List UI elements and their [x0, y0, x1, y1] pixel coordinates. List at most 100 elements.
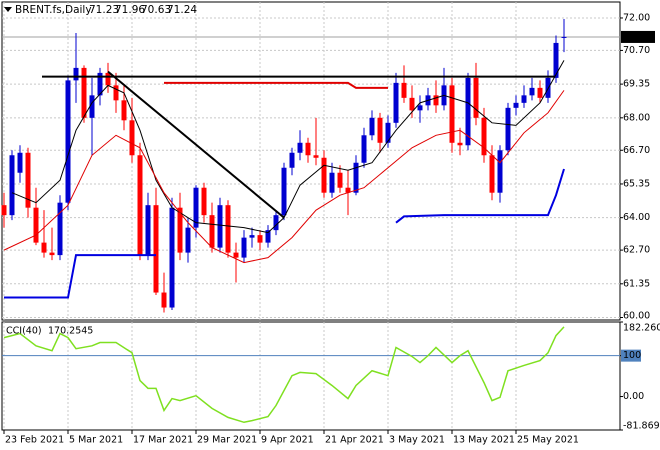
y-tick-label: 72.00	[623, 12, 650, 23]
line	[3, 326, 565, 424]
candle-body	[433, 95, 439, 106]
candle-body	[113, 85, 119, 101]
candle-body	[321, 157, 327, 193]
y-tick-label: 100	[623, 350, 641, 361]
high-value: 71.96	[115, 4, 145, 16]
y-tick-label: 182.2605	[623, 323, 660, 334]
candle-body	[313, 155, 319, 158]
y-tick-label: 68.00	[623, 112, 650, 123]
candle-body	[329, 172, 335, 193]
price-label-box	[621, 30, 655, 43]
candle-body	[481, 117, 487, 156]
candle-body	[529, 87, 535, 96]
candle-body	[393, 82, 399, 123]
candle-body	[537, 87, 543, 98]
candle-body	[281, 167, 287, 216]
candle-body	[369, 117, 375, 136]
candle-body	[521, 95, 527, 103]
price-label: 71.24	[623, 31, 650, 42]
candle-body	[401, 82, 407, 98]
candle-body	[265, 230, 271, 243]
candle-body	[473, 77, 479, 118]
candle-body	[57, 202, 63, 256]
candle-body	[505, 107, 511, 151]
candle-body	[153, 205, 159, 293]
x-tick-label: 25 May 2021	[517, 435, 579, 446]
candle-body	[89, 95, 95, 118]
candle-body	[385, 122, 391, 143]
x-tick-label: 29 Mar 2021	[197, 435, 257, 446]
candle-body	[73, 67, 79, 81]
candle-body	[209, 215, 215, 248]
x-tick-label: 9 Apr 2021	[261, 435, 314, 446]
candle-body	[297, 142, 303, 153]
candle-body	[225, 205, 231, 253]
candle-body	[17, 152, 23, 173]
candle-body	[81, 67, 87, 118]
candle-body	[105, 72, 111, 86]
x-tick-label: 17 Mar 2021	[133, 435, 193, 446]
candle-body	[513, 102, 519, 108]
candle-body	[457, 142, 463, 146]
candle-body	[217, 205, 223, 248]
candle-body	[377, 117, 383, 143]
candle-body	[553, 42, 559, 78]
candle-body	[33, 207, 39, 243]
candle-body	[97, 72, 103, 96]
y-tick-label: 65.35	[623, 178, 650, 189]
line	[107, 70, 285, 219]
candle-body	[345, 187, 351, 193]
candle-body	[417, 105, 423, 111]
candle-body	[65, 80, 71, 203]
candle-body	[145, 205, 151, 256]
candle-body	[1, 205, 7, 216]
candle-body	[193, 187, 199, 228]
candle-body	[161, 292, 167, 308]
close-value: 71.24	[167, 4, 197, 16]
level-label-box	[621, 349, 641, 362]
candle-body	[9, 155, 15, 216]
menu-arrow[interactable]	[4, 7, 12, 12]
x-tick-label: 5 Mar 2021	[69, 435, 123, 446]
y-tick-label: 61.35	[623, 278, 650, 289]
candle-body	[449, 85, 455, 143]
y-tick-label: 62.70	[623, 245, 650, 256]
x-tick-label: 13 May 2021	[453, 435, 515, 446]
candle-body	[353, 162, 359, 193]
y-tick-label: 70.70	[623, 45, 650, 56]
candle-body	[41, 242, 47, 253]
candle-body	[561, 36, 567, 38]
cci-panel	[1, 321, 621, 431]
x-tick-label: 23 Feb 2021	[5, 435, 64, 446]
y-tick-label: 0.00	[623, 391, 644, 402]
candle-body	[337, 172, 343, 188]
candle-body	[361, 135, 367, 163]
candle-body	[233, 252, 239, 258]
candle-body	[497, 150, 503, 193]
candle-body	[49, 252, 55, 256]
y-tick-label: 64.00	[623, 212, 650, 223]
candle-body	[241, 237, 247, 258]
candle-body	[169, 207, 175, 308]
candle-body	[409, 97, 415, 111]
line	[164, 81, 388, 89]
candle-body	[185, 227, 191, 253]
symbol-title: BRENT.fs,Daily	[15, 4, 92, 16]
x-tick-label: 21 Apr 2021	[325, 435, 384, 446]
line	[3, 90, 565, 264]
candle-body	[249, 235, 255, 238]
candle-body	[177, 207, 183, 253]
open-value: 71.23	[89, 4, 119, 16]
candle-body	[201, 187, 207, 216]
candle-body	[257, 235, 263, 243]
x-tick-label: 3 May 2021	[389, 435, 445, 446]
candle-body	[129, 120, 135, 156]
price-panel	[1, 1, 621, 321]
line	[4, 168, 565, 299]
line	[11, 60, 565, 234]
indicator-title: CCI(40)	[6, 326, 42, 337]
